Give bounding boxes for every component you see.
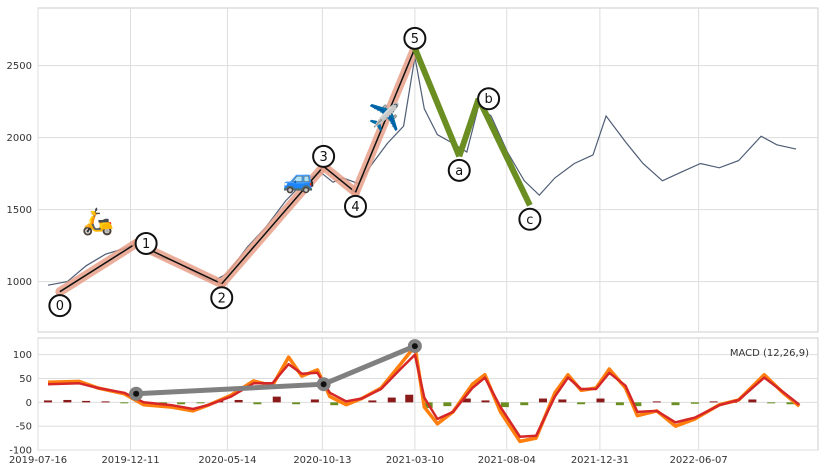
wave-label-2: 2 bbox=[218, 291, 226, 306]
wave-label-3: 3 bbox=[319, 150, 327, 165]
macd-histogram-bar bbox=[709, 401, 718, 403]
macd-histogram-bar bbox=[310, 399, 319, 403]
macd-histogram-bar bbox=[82, 400, 91, 403]
impulse-wave-line bbox=[59, 242, 137, 293]
x-tick-label: 2020-05-14 bbox=[198, 455, 256, 466]
macd-histogram-bar bbox=[462, 398, 471, 403]
x-tick-label: 2022-06-07 bbox=[670, 455, 728, 466]
price-panel-background bbox=[37, 7, 819, 333]
macd-histogram-bar bbox=[234, 399, 243, 403]
macd-y-tick-label: -50 bbox=[16, 422, 32, 433]
macd-histogram-bar bbox=[690, 402, 699, 404]
corrective-wave-line bbox=[475, 97, 533, 207]
wave-label-circle bbox=[48, 294, 72, 318]
car-icon: 🚙 bbox=[282, 165, 314, 195]
macd-histogram-bar bbox=[368, 400, 377, 403]
macd-histogram-bar bbox=[767, 402, 776, 404]
macd-histogram-bar bbox=[577, 402, 586, 405]
macd-histogram-bar bbox=[558, 399, 567, 403]
wave-label-circle bbox=[312, 144, 336, 168]
macd-y-tick-label: -100 bbox=[9, 446, 32, 457]
divergence-marker-center bbox=[320, 381, 327, 388]
macd-legend: MACD (12,26,9) bbox=[730, 348, 809, 359]
wave-label-circle bbox=[518, 207, 542, 231]
wave-label-circle bbox=[210, 286, 234, 310]
macd-histogram bbox=[44, 394, 795, 409]
wave-label-b: b bbox=[484, 92, 492, 107]
wave-label-5: 5 bbox=[411, 32, 419, 47]
macd-histogram-bar bbox=[786, 402, 795, 405]
wave-label-a: a bbox=[455, 164, 463, 179]
macd-histogram-bar bbox=[671, 402, 680, 406]
macd-histogram-bar bbox=[748, 399, 757, 403]
signal-line bbox=[47, 353, 801, 438]
wave-layer: 0 1 2 3 4 5 a b c 🛵 🚙 ✈️ bbox=[48, 26, 542, 401]
wave-label-circle bbox=[447, 158, 471, 182]
x-tick-label: 2021-03-10 bbox=[386, 455, 444, 466]
x-tick-label: 2019-12-11 bbox=[101, 455, 159, 466]
price-y-tick-label: 2000 bbox=[7, 133, 32, 144]
macd-histogram-bar bbox=[253, 402, 262, 405]
impulse-wave-line bbox=[323, 165, 356, 193]
divergence-marker-center bbox=[133, 390, 140, 397]
wave-label-4: 4 bbox=[351, 200, 359, 215]
macd-histogram-bar bbox=[63, 399, 72, 403]
price-y-tick-label: 2500 bbox=[7, 61, 32, 72]
wave-label-circle bbox=[477, 87, 501, 111]
macd-histogram-bar bbox=[292, 402, 301, 405]
macd-histogram-bar bbox=[177, 402, 186, 405]
impulse-wave-line bbox=[354, 48, 416, 193]
macd-histogram-bar bbox=[405, 394, 414, 403]
macd-histogram-bar bbox=[387, 397, 396, 403]
macd-histogram-bar bbox=[330, 402, 339, 406]
macd-histogram-bar bbox=[44, 400, 52, 403]
macd-histogram-bar bbox=[481, 400, 490, 403]
macd-histogram-bar bbox=[652, 401, 661, 403]
wave-label-c: c bbox=[526, 213, 533, 228]
macd-y-tick-label: 0 bbox=[26, 398, 32, 409]
scooter-icon: 🛵 bbox=[82, 207, 114, 237]
price-y-tick-label: 1500 bbox=[7, 205, 32, 216]
impulse-wave-line bbox=[221, 165, 325, 285]
price-y-tick-label: 1000 bbox=[7, 277, 32, 288]
macd-histogram-bar bbox=[443, 402, 452, 407]
macd-y-tick-label: 100 bbox=[13, 350, 32, 361]
wave-label-circle bbox=[403, 26, 427, 50]
x-tick-label: 2019-07-16 bbox=[9, 455, 67, 466]
divergence-marker-center bbox=[411, 343, 418, 350]
macd-histogram-bar bbox=[633, 402, 642, 407]
macd-histogram-bar bbox=[596, 398, 605, 403]
airplane-icon: ✈️ bbox=[368, 101, 400, 133]
macd-histogram-bar bbox=[101, 401, 110, 403]
wave-label-1: 1 bbox=[142, 237, 150, 252]
macd-histogram-bar bbox=[615, 402, 624, 406]
corrective-wave-line bbox=[456, 97, 482, 158]
x-tick-label: 2021-08-04 bbox=[478, 455, 536, 466]
macd-histogram-bar bbox=[539, 398, 547, 403]
macd-histogram-bar bbox=[196, 402, 205, 404]
macd-histogram-bar bbox=[272, 396, 281, 403]
grid-lines bbox=[37, 8, 818, 451]
macd-histogram-bar bbox=[520, 402, 529, 406]
x-tick-label: 2021-12-31 bbox=[571, 455, 629, 466]
tick-labels: 2019-07-16 2019-12-11 2020-05-14 2020-10-13… bbox=[7, 61, 728, 466]
wave-label-0: 0 bbox=[56, 299, 64, 314]
wave-label-circle bbox=[344, 194, 367, 218]
macd-y-tick-label: 50 bbox=[19, 374, 32, 385]
wave-label-circle bbox=[134, 231, 158, 255]
macd-histogram-bar bbox=[120, 402, 129, 404]
x-tick-label: 2020-10-13 bbox=[293, 455, 351, 466]
macd-histogram-bar bbox=[500, 402, 509, 408]
corrective-wave-line bbox=[412, 47, 463, 158]
